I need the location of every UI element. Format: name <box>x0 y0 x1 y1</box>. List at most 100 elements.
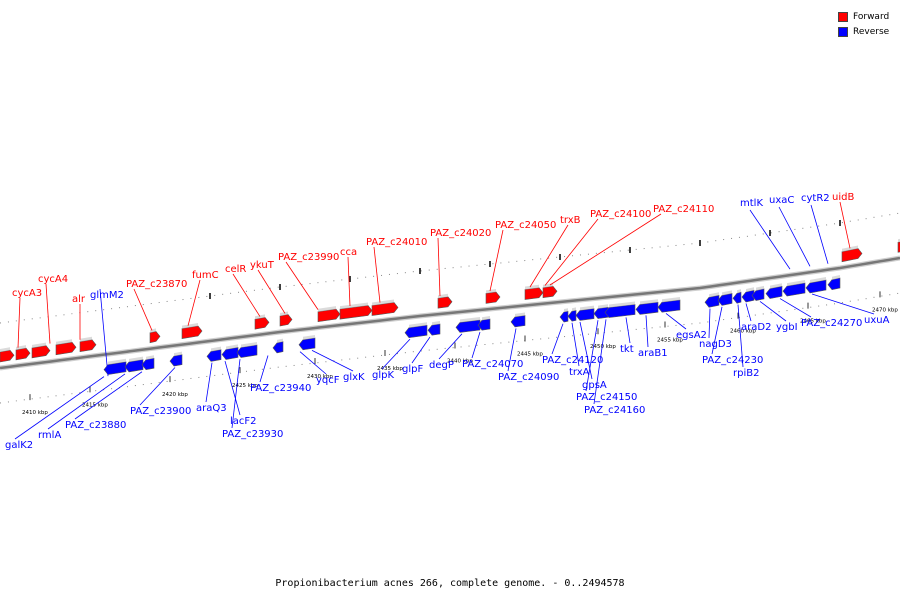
gene-shadow <box>709 292 719 298</box>
forward-gene-arrow <box>31 345 51 359</box>
reverse-gene-label: PAZ_c23880 <box>65 420 126 431</box>
forward-leader-line <box>187 279 201 326</box>
reverse-gene-label: galK2 <box>5 440 33 451</box>
gene-shadow <box>174 351 182 357</box>
gene-shadow <box>598 304 608 309</box>
gene-shadow <box>303 335 315 340</box>
gene-shadow <box>832 275 840 280</box>
forward-gene-arrow <box>0 349 15 363</box>
reverse-gene-arrow <box>827 277 841 291</box>
reverse-leader-line <box>231 359 241 429</box>
gene-shadow <box>0 347 10 352</box>
reverse-leader-line <box>759 301 787 322</box>
reverse-leader-line <box>749 209 791 270</box>
reverse-gene-arrow <box>575 308 595 321</box>
forward-gene-label: PAZ_c24020 <box>430 228 491 239</box>
reverse-gene-arrow <box>455 319 481 333</box>
reverse-gene-label: PAZ_c24230 <box>702 355 763 366</box>
reverse-leader-line <box>224 360 241 416</box>
reverse-gene-arrow <box>206 349 222 362</box>
reverse-gene-label: rpiB2 <box>733 368 759 379</box>
gene-shadow <box>32 342 46 348</box>
forward-gene-arrow <box>279 314 293 327</box>
gene-shadow <box>277 338 283 343</box>
reverse-gene-arrow <box>427 323 441 336</box>
scale-tick-label: 2425 kbp <box>232 383 258 389</box>
gene-shadow <box>482 316 490 321</box>
reverse-leader-line <box>311 349 354 372</box>
scale-tick-label: 2420 kbp <box>162 392 188 398</box>
reverse-gene-label: glpK <box>372 370 394 381</box>
forward-leader-line <box>45 283 51 344</box>
scale-tick-label: 2415 kbp <box>82 402 108 408</box>
gene-shadow <box>722 290 732 296</box>
reverse-gene-arrow <box>141 357 155 371</box>
reverse-gene-arrow <box>805 279 827 294</box>
forward-gene-arrow <box>371 302 399 316</box>
gene-shadow <box>486 289 496 294</box>
reverse-gene-arrow <box>765 285 783 299</box>
scale-tick-label: 2465 kbp <box>800 319 826 325</box>
forward-leader-line <box>133 288 153 331</box>
reverse-leader-line <box>507 328 517 372</box>
reverse-leader-line <box>778 206 811 267</box>
forward-gene-arrow <box>485 291 501 304</box>
gene-shadow <box>255 314 265 320</box>
legend-item-forward[interactable]: Forward <box>838 9 900 24</box>
gene-shadow <box>640 299 658 305</box>
reverse-leader-line <box>47 373 126 430</box>
legend-item-reverse[interactable]: Reverse <box>838 24 900 39</box>
gene-shadow <box>182 323 198 329</box>
reverse-gene-label: PAZ_c24090 <box>498 372 559 383</box>
reverse-leader-line <box>811 293 875 315</box>
scale-tick-label: 2430 kbp <box>307 374 333 380</box>
reverse-gene-arrow <box>169 354 183 367</box>
reverse-leader-line <box>708 308 711 339</box>
reverse-gene-arrow <box>732 291 742 304</box>
reverse-gene-arrow <box>298 337 316 351</box>
gene-shadow <box>756 285 764 291</box>
gene-shadow <box>16 345 26 350</box>
gene-shadow <box>226 344 238 350</box>
reverse-gene-arrow <box>635 301 659 315</box>
reverse-gene-arrow <box>559 310 569 323</box>
reverse-gene-arrow <box>404 324 428 339</box>
gene-shadow <box>770 283 782 289</box>
reverse-leader-line <box>381 338 411 370</box>
reverse-gene-label: egsA2 <box>676 330 707 341</box>
reverse-gene-label: lacF2 <box>230 416 257 427</box>
gene-shadow <box>564 308 568 312</box>
scale-tick-label: 2460 kbp <box>730 329 756 335</box>
reverse-leader-line <box>593 319 607 405</box>
forward-leader-line <box>347 256 351 307</box>
scale-tick-label: 2450 kbp <box>590 344 616 350</box>
gene-shadow <box>80 336 92 342</box>
forward-gene-label: celR <box>225 264 246 275</box>
forward-leader-line <box>549 213 662 286</box>
reverse-leader-line <box>205 362 213 403</box>
reverse-gene-label: nagD3 <box>699 339 732 350</box>
reverse-gene-arrow <box>510 315 526 328</box>
reverse-gene-label: glpF <box>402 364 423 375</box>
forward-gene-arrow <box>524 287 544 300</box>
reverse-gene-arrow <box>704 294 720 308</box>
reverse-gene-label: gpsA <box>582 380 607 391</box>
reverse-gene-label: PAZ_c24120 <box>542 355 603 366</box>
legend-label-forward: Forward <box>853 11 890 22</box>
forward-gene-arrow <box>254 317 270 330</box>
reverse-gene-arrow <box>717 293 733 306</box>
reverse-gene-label: PAZ_c24270 <box>801 318 862 329</box>
gene-shadow <box>737 289 741 294</box>
reverse-gene-arrow <box>272 341 284 354</box>
forward-gene-label: fumC <box>192 270 219 281</box>
legend-label-reverse: Reverse <box>853 26 890 37</box>
reverse-leader-line <box>74 371 143 420</box>
gene-shadow <box>609 301 635 308</box>
gene-shadow <box>280 311 288 316</box>
scale-tick-label: 2440 kbp <box>447 359 473 365</box>
scale-tick-label: 2470 kbp <box>872 307 898 313</box>
reverse-gene-label: PAZ_c24150 <box>576 392 637 403</box>
forward-gene-arrow <box>15 347 31 361</box>
reverse-gene-arrow <box>782 282 806 297</box>
forward-gene-label: cycA4 <box>38 274 68 285</box>
